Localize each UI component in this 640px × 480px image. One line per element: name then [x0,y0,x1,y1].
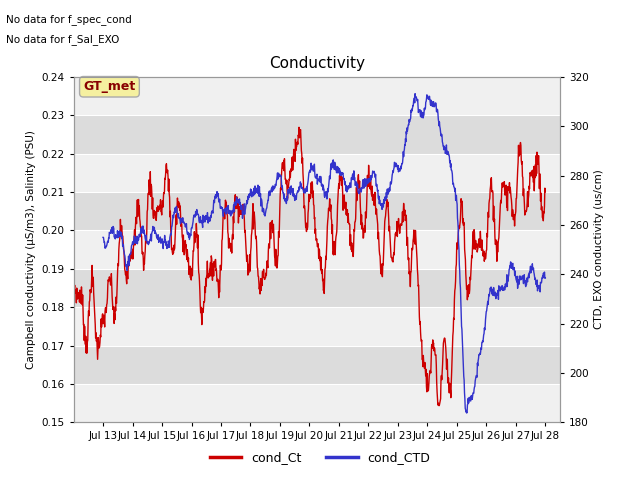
Legend: cond_Ct, cond_CTD: cond_Ct, cond_CTD [205,446,435,469]
Bar [74,307,560,346]
Y-axis label: CTD, EXO conductivity (us/cm): CTD, EXO conductivity (us/cm) [595,170,604,329]
Bar [74,192,560,230]
Bar [74,384,560,422]
Bar [74,269,560,307]
Bar [74,77,560,115]
Text: GT_met: GT_met [83,80,136,93]
Title: Conductivity: Conductivity [269,57,365,72]
Bar [74,154,560,192]
Text: No data for f_Sal_EXO: No data for f_Sal_EXO [6,34,120,45]
Text: No data for f_spec_cond: No data for f_spec_cond [6,14,132,25]
Bar [74,115,560,154]
Y-axis label: Campbell conductivity (μS/m3), Salinity (PSU): Campbell conductivity (μS/m3), Salinity … [26,130,36,369]
Bar [74,230,560,269]
Bar [74,346,560,384]
